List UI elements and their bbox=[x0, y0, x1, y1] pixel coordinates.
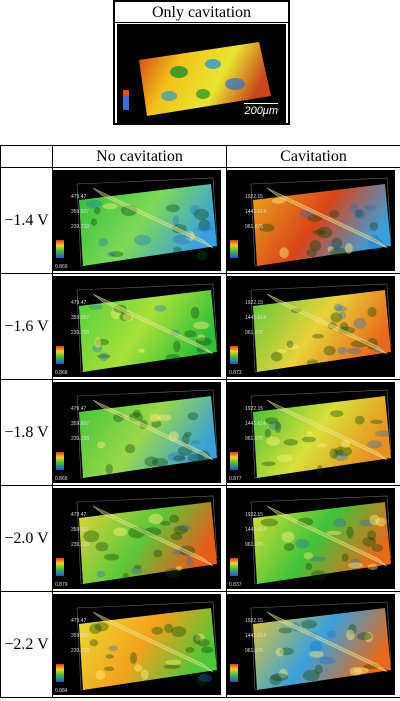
axis-tick-label: 0.873 bbox=[229, 370, 242, 376]
axis-tick-label: 479.47 bbox=[71, 406, 87, 412]
no-cavitation-image: 479.47 359.607 239.738 0.869 bbox=[52, 167, 227, 274]
axis-tick-label: 1922.15 bbox=[245, 300, 263, 306]
cavitation-image: 1922.15 1441.614 961.076 bbox=[226, 167, 400, 274]
axis-tick-label: 479.47 bbox=[71, 194, 87, 200]
empty-header-cell bbox=[0, 145, 53, 168]
axis-tick-label: 239.738 bbox=[71, 224, 89, 230]
cavitation-image: 1922.15 1441.614 961.076 0.837 bbox=[226, 485, 400, 592]
axis-tick-label: 1922.15 bbox=[245, 194, 263, 200]
axis-tick-label: 479.47 bbox=[71, 300, 87, 306]
axis-tick-label: 359.607 bbox=[71, 633, 89, 639]
axis-tick-label: 1441.614 bbox=[245, 633, 266, 639]
axis-tick-label: 0.877 bbox=[229, 476, 242, 482]
axis-tick-label: 479.47 bbox=[71, 512, 87, 518]
cavitation-surface-render: 1922.15 1441.614 961.076 0.873 bbox=[227, 276, 395, 377]
cavitation-surface-render: 1922.15 1441.614 961.076 0.837 bbox=[227, 488, 395, 589]
row-label: −1.8 V bbox=[0, 379, 53, 486]
no-cavitation-surface-render: 479.47 359.607 239.738 0.868 bbox=[53, 276, 221, 377]
row-label: −1.4 V bbox=[0, 167, 53, 274]
axis-tick-label: 961.076 bbox=[245, 648, 263, 654]
cavitation-image: 1922.15 1441.614 961.076 bbox=[226, 591, 400, 698]
axis-tick-label: 0.837 bbox=[229, 582, 242, 588]
col-header-cavitation: Cavitation bbox=[226, 145, 400, 168]
surface-comparison-table: No cavitation Cavitation −1.4 V 479.47 35… bbox=[0, 145, 400, 698]
no-cavitation-image: 479.47 359.607 239.738 0.866 bbox=[52, 379, 227, 486]
no-cavitation-surface-render: 479.47 359.607 239.738 0.869 bbox=[53, 170, 221, 271]
axis-tick-label: 0.866 bbox=[55, 476, 68, 482]
row-label: −2.0 V bbox=[0, 485, 53, 592]
only-cavitation-surface-image: 200μm bbox=[117, 24, 286, 123]
axis-tick-label: 0.884 bbox=[55, 688, 68, 694]
axis-tick-label: 1441.614 bbox=[245, 421, 266, 427]
no-cavitation-surface-render: 479.47 359.607 239.738 0.879 bbox=[53, 488, 221, 589]
axis-tick-label: 359.607 bbox=[71, 421, 89, 427]
axis-tick-label: 359.607 bbox=[71, 209, 89, 215]
axis-tick-label: 961.076 bbox=[245, 542, 263, 548]
axis-tick-label: 0.879 bbox=[55, 582, 68, 588]
cavitation-surface-render: 1922.15 1441.614 961.076 bbox=[227, 170, 395, 271]
no-cavitation-surface-render: 479.47 359.607 239.738 0.884 bbox=[53, 594, 221, 695]
no-cavitation-surface-render: 479.47 359.607 239.738 0.866 bbox=[53, 382, 221, 483]
axis-tick-label: 239.738 bbox=[71, 542, 89, 548]
cavitation-surface-render: 1922.15 1441.614 961.076 0.877 bbox=[227, 382, 395, 483]
axis-tick-label: 239.738 bbox=[71, 648, 89, 654]
axis-tick-label: 961.076 bbox=[245, 436, 263, 442]
axis-tick-label: 1441.614 bbox=[245, 209, 266, 215]
only-cavitation-panel: Only cavitation 200μm bbox=[113, 0, 290, 125]
axis-tick-label: 239.738 bbox=[71, 330, 89, 336]
col-header-no-cavitation: No cavitation bbox=[52, 145, 227, 168]
axis-tick-label: 1922.15 bbox=[245, 618, 263, 624]
no-cavitation-image: 479.47 359.607 239.738 0.879 bbox=[52, 485, 227, 592]
scale-bar-label: 200μm bbox=[244, 103, 278, 117]
axis-tick-label: 479.47 bbox=[71, 618, 87, 624]
axis-tick-label: 1441.614 bbox=[245, 527, 266, 533]
axis-tick-label: 359.607 bbox=[71, 315, 89, 321]
axis-tick-label: 359.607 bbox=[71, 527, 89, 533]
no-cavitation-image: 479.47 359.607 239.738 0.884 bbox=[52, 591, 227, 698]
axis-tick-label: 1922.15 bbox=[245, 512, 263, 518]
axis-tick-label: 1441.614 bbox=[245, 315, 266, 321]
axis-tick-label: 0.869 bbox=[55, 264, 68, 270]
axis-tick-label: 239.738 bbox=[71, 436, 89, 442]
axis-tick-label: 1922.15 bbox=[245, 406, 263, 412]
no-cavitation-image: 479.47 359.607 239.738 0.868 bbox=[52, 273, 227, 380]
row-label: −1.6 V bbox=[0, 273, 53, 380]
axis-tick-label: 0.868 bbox=[55, 370, 68, 376]
row-label: −2.2 V bbox=[0, 591, 53, 698]
only-cavitation-title: Only cavitation bbox=[115, 2, 288, 23]
surface-render bbox=[123, 42, 271, 116]
axis-tick-label: 961.076 bbox=[245, 330, 263, 336]
cavitation-surface-render: 1922.15 1441.614 961.076 bbox=[227, 594, 395, 695]
cavitation-image: 1922.15 1441.614 961.076 0.877 bbox=[226, 379, 400, 486]
cavitation-image: 1922.15 1441.614 961.076 0.873 bbox=[226, 273, 400, 380]
axis-tick-label: 961.076 bbox=[245, 224, 263, 230]
